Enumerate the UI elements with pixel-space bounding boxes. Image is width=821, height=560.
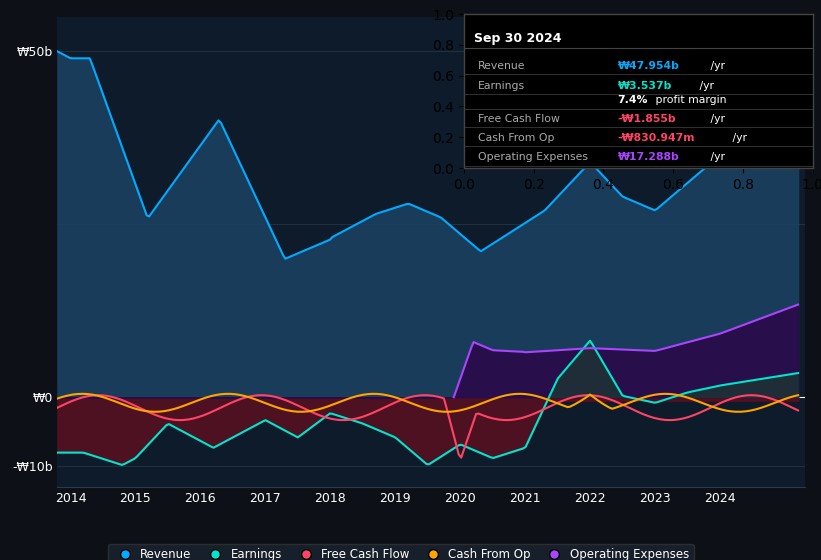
Text: /yr: /yr xyxy=(695,81,713,91)
Text: Cash From Op: Cash From Op xyxy=(478,133,554,143)
Text: -₩1.855b: -₩1.855b xyxy=(617,114,676,124)
Text: ₩3.537b: ₩3.537b xyxy=(617,81,672,91)
Text: /yr: /yr xyxy=(707,60,725,71)
Text: Operating Expenses: Operating Expenses xyxy=(478,152,588,162)
Text: ₩17.288b: ₩17.288b xyxy=(617,152,679,162)
Text: Sep 30 2024: Sep 30 2024 xyxy=(475,32,562,45)
Text: ₩47.954b: ₩47.954b xyxy=(617,60,679,71)
Legend: Revenue, Earnings, Free Cash Flow, Cash From Op, Operating Expenses: Revenue, Earnings, Free Cash Flow, Cash … xyxy=(108,544,694,560)
Text: 7.4%: 7.4% xyxy=(617,95,648,105)
Text: profit margin: profit margin xyxy=(653,95,727,105)
Text: -₩830.947m: -₩830.947m xyxy=(617,133,695,143)
Text: Free Cash Flow: Free Cash Flow xyxy=(478,114,560,124)
Text: Revenue: Revenue xyxy=(478,60,525,71)
Text: /yr: /yr xyxy=(707,114,725,124)
Text: /yr: /yr xyxy=(707,152,725,162)
Text: Earnings: Earnings xyxy=(478,81,525,91)
Text: /yr: /yr xyxy=(729,133,747,143)
